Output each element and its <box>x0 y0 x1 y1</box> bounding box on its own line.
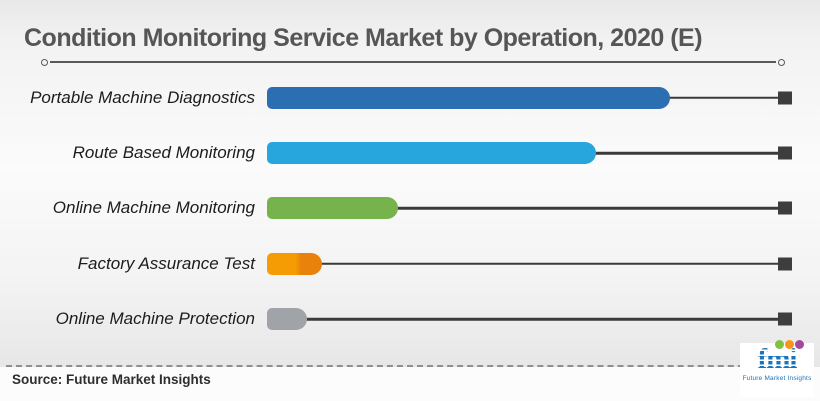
footer-background <box>0 367 820 401</box>
footer-dashed-divider <box>6 365 814 367</box>
bar-track <box>267 142 792 165</box>
bar-row: Online Machine Monitoring <box>0 181 820 236</box>
bar-row: Online Machine Protection <box>0 292 820 347</box>
connector-line <box>301 318 785 321</box>
underline-endpoint-circle-right <box>778 58 785 66</box>
bar <box>267 86 670 109</box>
bar-track <box>267 86 792 109</box>
end-marker <box>778 201 792 215</box>
bar-label: Factory Assurance Test <box>77 253 255 273</box>
bar <box>267 308 307 331</box>
source-text: Source: Future Market Insights <box>12 372 211 387</box>
chart-title: Condition Monitoring Service Market by O… <box>24 24 703 52</box>
fmi-logo: fmi Future Market Insights <box>740 340 814 397</box>
end-marker <box>778 146 792 160</box>
bar <box>267 142 596 165</box>
logo-dot-orange-icon <box>785 340 795 349</box>
underline-endpoint-circle-left <box>41 58 48 66</box>
logo-dot-purple-icon <box>795 340 805 349</box>
title-underline <box>41 58 785 66</box>
end-marker <box>778 91 792 105</box>
end-marker <box>778 312 792 326</box>
bar <box>267 252 322 275</box>
fmi-logo-wordmark: fmi <box>757 340 805 374</box>
bar-track <box>267 197 792 220</box>
logo-dot-green-icon <box>775 340 785 349</box>
bar-track <box>267 308 792 331</box>
connector-line <box>316 262 785 266</box>
fmi-logo-dots <box>775 340 805 349</box>
fmi-logo-subtext: Future Market Insights <box>742 375 812 383</box>
connector-line <box>664 96 785 99</box>
bar <box>267 197 398 220</box>
bar-chart: Portable Machine Diagnostics Route Based… <box>0 70 820 347</box>
bar-track <box>267 252 792 275</box>
bar-label: Route Based Monitoring <box>72 143 255 163</box>
bar-row: Route Based Monitoring <box>0 125 820 180</box>
bar-row: Portable Machine Diagnostics <box>0 70 820 125</box>
bar-row: Factory Assurance Test <box>0 236 820 291</box>
connector-line <box>392 207 785 210</box>
bar-label: Online Machine Monitoring <box>52 198 255 218</box>
bar-label: Online Machine Protection <box>55 309 255 329</box>
end-marker <box>778 257 792 271</box>
bar-label: Portable Machine Diagnostics <box>30 87 255 107</box>
connector-line <box>590 151 785 155</box>
